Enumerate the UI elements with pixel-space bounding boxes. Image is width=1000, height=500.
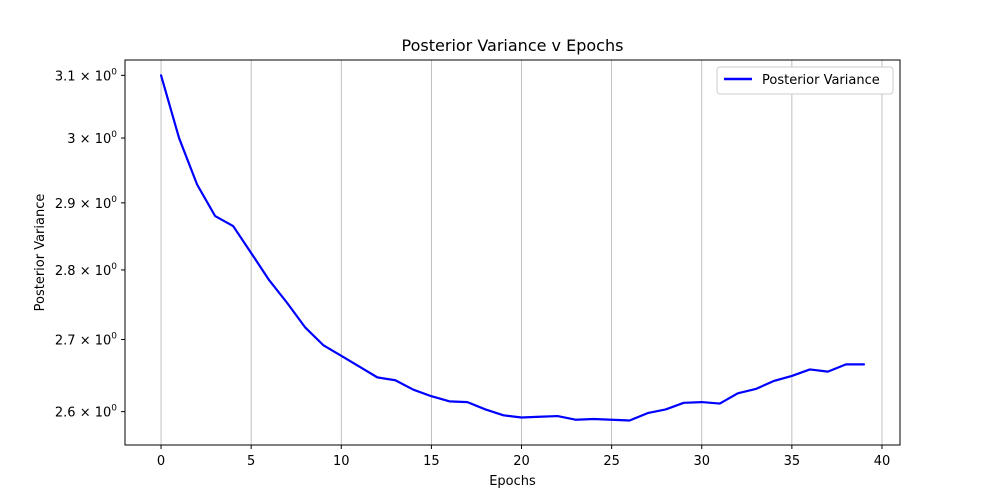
series-layer (159, 74, 866, 422)
y-axis-ticks: 2.6 × 100 2.7 × 100 2.8 × 100 2.9 × 100 3 × … (55, 67, 125, 421)
x-tick-label: 25 (603, 454, 620, 469)
x-tick-label: 35 (784, 454, 801, 469)
x-axis-ticks: 0 5 10 15 20 25 30 35 40 (157, 445, 890, 469)
x-tick-label: 0 (157, 454, 165, 469)
x-tick-label: 15 (423, 454, 440, 469)
x-tick-label: 5 (247, 454, 255, 469)
legend-box (716, 66, 894, 95)
x-tick-label: 30 (693, 454, 710, 469)
y-tick-label: 2.9 × 100 (55, 195, 117, 212)
y-tick-label: 3 × 100 (67, 130, 117, 147)
x-tick-label: 10 (333, 454, 350, 469)
y-tick-label: 2.8 × 100 (55, 262, 117, 279)
x-tick-label: 20 (513, 454, 530, 469)
legend: Posterior Variance (716, 66, 894, 95)
chart-title: Posterior Variance v Epochs (402, 36, 624, 55)
legend-label: Posterior Variance (762, 73, 880, 88)
x-axis-label: Epochs (489, 474, 536, 489)
y-tick-label: 2.7 × 100 (55, 331, 117, 348)
y-axis-label: Posterior Variance (33, 194, 48, 312)
series-line (159, 74, 866, 422)
y-tick-label: 2.6 × 100 (55, 404, 117, 421)
plot-frame (124, 59, 901, 446)
x-tick-label: 40 (874, 454, 891, 469)
y-tick-label: 3.1 × 100 (55, 67, 117, 84)
